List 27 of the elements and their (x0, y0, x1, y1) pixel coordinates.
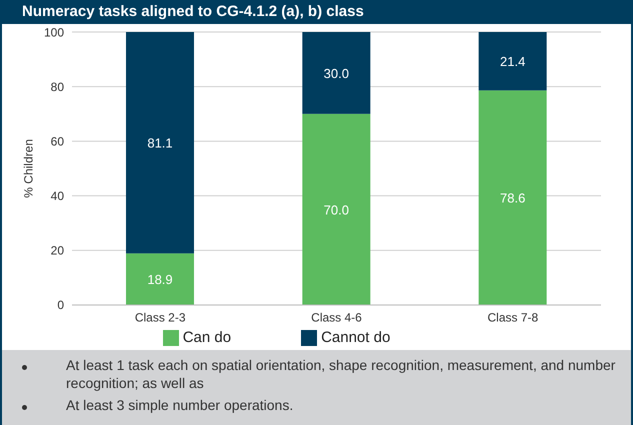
bar (126, 253, 194, 305)
y-tick-label: 60 (50, 134, 64, 148)
bar (302, 32, 370, 114)
data-label: 18.9 (147, 272, 173, 288)
bar (478, 90, 547, 305)
data-label: 81.1 (147, 136, 173, 151)
chart-title: Numeracy tasks aligned to CG-4.1.2 (a), b) class (0, 0, 633, 24)
text: At least 3 simple number operations. (66, 396, 294, 414)
data-label: 78.6 (500, 190, 526, 206)
legend-label: Cannot do (321, 328, 390, 346)
legend-label: Can do (182, 328, 232, 346)
text: At least 1 task each on spatial orientation, shape recognition, measurement, and number recognition; as well as (66, 356, 616, 392)
y-tick-label: 20 (50, 244, 64, 258)
bar (478, 32, 547, 90)
y-tick-label: 0 (57, 298, 64, 312)
x-tick-label: Class 2-3 (134, 310, 186, 324)
x-tick-label: Class 4-6 (311, 310, 362, 324)
data-label: 30.0 (324, 66, 349, 81)
data-label: 21.4 (500, 54, 526, 70)
data-label: 70.0 (324, 202, 349, 218)
y-axis-title: % Children (21, 139, 36, 198)
y-tick-label: 80 (50, 80, 64, 94)
x-tick-label: Class 7-8 (487, 310, 538, 324)
bar (126, 32, 194, 254)
bar (302, 114, 370, 305)
y-tick-label: 100 (44, 25, 64, 40)
y-tick-label: 40 (50, 189, 64, 204)
